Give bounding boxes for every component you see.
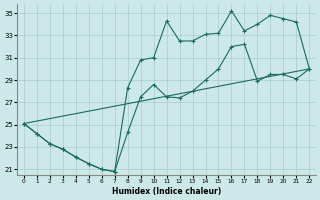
- X-axis label: Humidex (Indice chaleur): Humidex (Indice chaleur): [112, 187, 221, 196]
